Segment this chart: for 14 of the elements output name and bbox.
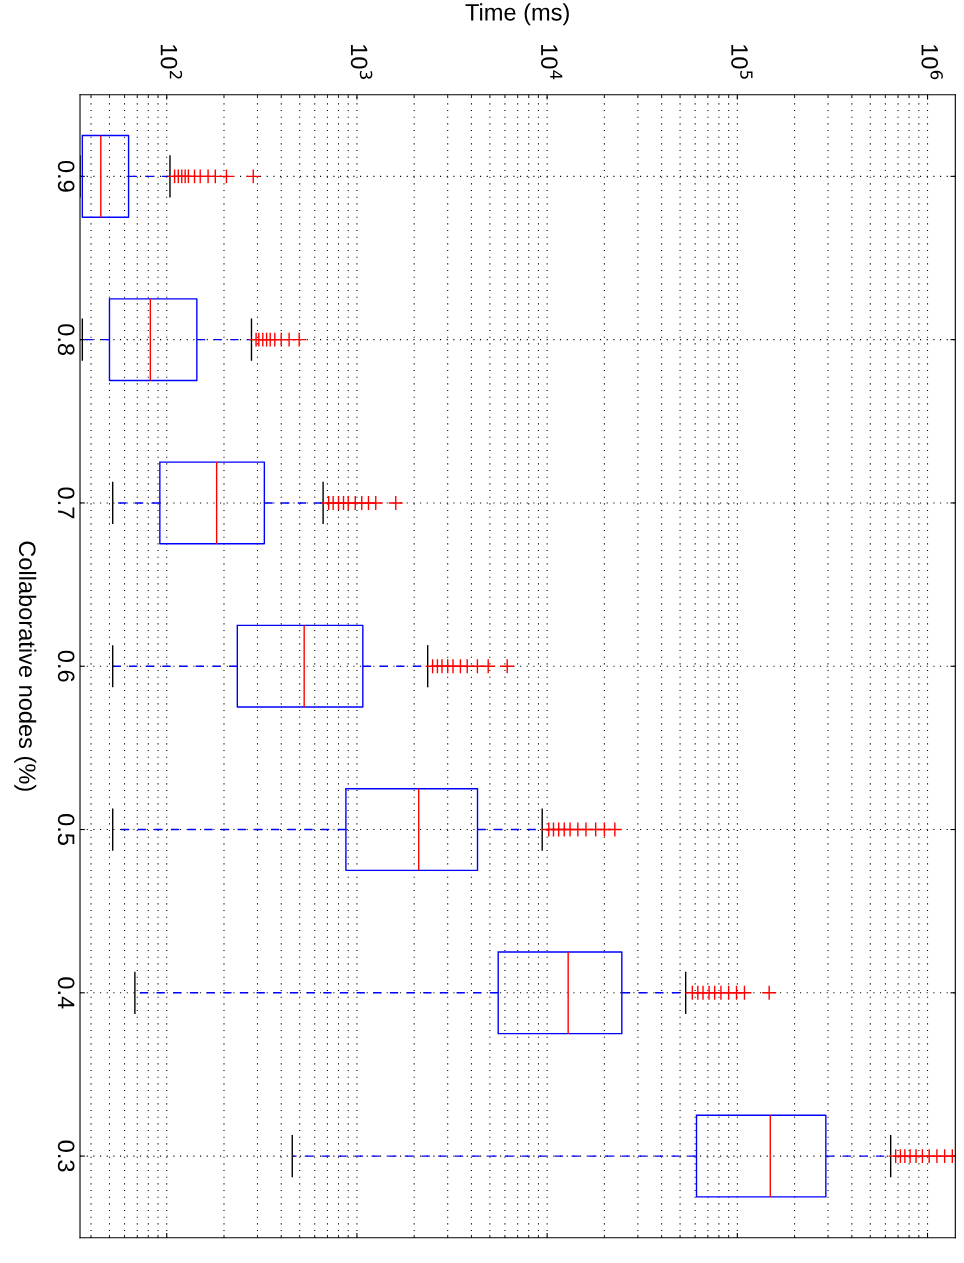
x-tick-label: 10$^{3}$: [350, 45, 373, 79]
y-axis-title: Collaborative nodes (%): [14, 541, 37, 791]
x-tick-label: 10$^{6}$: [921, 45, 943, 80]
x-axis-title: Time (ms): [465, 3, 569, 26]
y-tick-label: 0.8: [57, 324, 75, 356]
y-tick-label: 0.9: [57, 160, 75, 192]
x-tick-label: 10$^{5}$: [731, 45, 753, 79]
y-tick-label: 0.3: [57, 1140, 75, 1172]
x-tick-label: 10$^{4}$: [540, 45, 563, 80]
y-tick-label: 0.4: [57, 977, 75, 1009]
x-tick-label: 10$^{2}$: [160, 45, 183, 79]
y-tick-label: 0.7: [57, 487, 75, 519]
y-tick-label: 0.5: [57, 814, 75, 845]
y-tick-label: 0.6: [57, 650, 75, 682]
